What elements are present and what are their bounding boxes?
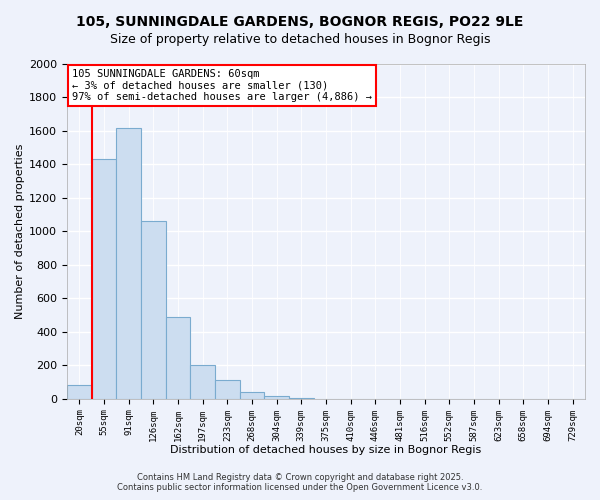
Text: Size of property relative to detached houses in Bognor Regis: Size of property relative to detached ho… [110,32,490,46]
Bar [92,160,116,399]
Text: Contains HM Land Registry data © Crown copyright and database right 2025.
Contai: Contains HM Land Registry data © Crown c… [118,473,482,492]
Bar [265,396,289,399]
Bar [141,222,166,399]
X-axis label: Distribution of detached houses by size in Bognor Regis: Distribution of detached houses by size … [170,445,482,455]
Text: 105 SUNNINGDALE GARDENS: 60sqm
← 3% of detached houses are smaller (130)
97% of : 105 SUNNINGDALE GARDENS: 60sqm ← 3% of d… [72,69,372,102]
Bar [166,317,190,399]
Bar [215,380,239,399]
Text: 105, SUNNINGDALE GARDENS, BOGNOR REGIS, PO22 9LE: 105, SUNNINGDALE GARDENS, BOGNOR REGIS, … [76,15,524,29]
Bar [67,386,92,399]
Bar [116,128,141,399]
Y-axis label: Number of detached properties: Number of detached properties [15,144,25,319]
Bar [190,364,215,399]
Bar [239,392,265,399]
Bar [289,398,314,399]
